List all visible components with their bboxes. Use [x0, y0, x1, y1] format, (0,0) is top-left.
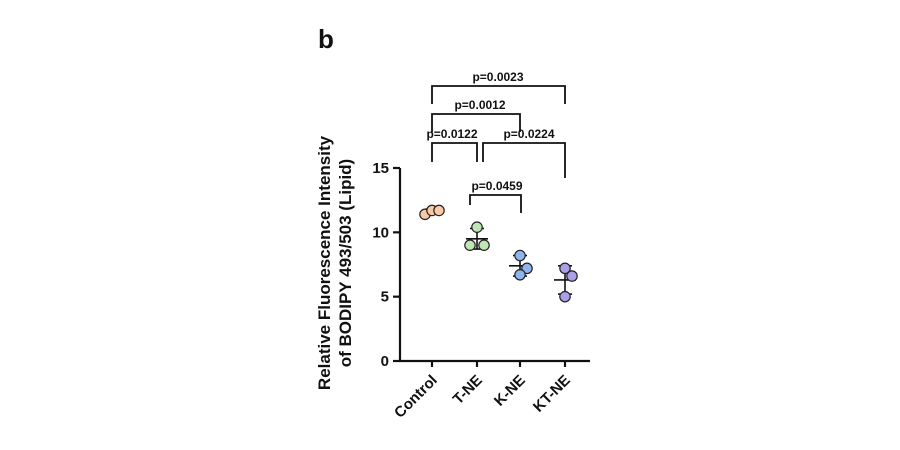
y-ticks: 0 5 10 15 [372, 160, 400, 370]
significance-brackets: p=0.0122 p=0.0459 p=0.0224 p=0.0012 p=0.0023 [426, 70, 566, 213]
data-point [433, 204, 445, 217]
p-value-label: p=0.0122 [426, 127, 477, 141]
x-categories: Control T-NE K-NE KT-NE [391, 361, 574, 422]
significance-bracket [431, 85, 566, 104]
x-tick-label: K-NE [491, 372, 529, 410]
x-tick-label: Control [391, 372, 441, 422]
data-point [514, 268, 526, 281]
y-axis-label-line2: of BODIPY 493/503 (Lipid) [336, 159, 355, 367]
significance-bracket [469, 194, 522, 213]
panel-label: b [318, 24, 334, 54]
p-value-label: p=0.0012 [454, 98, 505, 112]
data-point [566, 270, 578, 282]
data-point [464, 239, 476, 251]
data-point [559, 290, 571, 303]
y-axis-label-line1: Relative Fluorescence Intensity [315, 135, 334, 390]
x-tick-label: KT-NE [530, 372, 574, 416]
data-point [521, 262, 533, 275]
x-tick-label: T-NE [450, 372, 486, 408]
significance-bracket [431, 113, 521, 132]
y-tick-label: 10 [372, 224, 389, 241]
data-point [559, 262, 571, 275]
y-tick-label: 15 [372, 160, 389, 177]
p-value-label: p=0.0459 [471, 179, 522, 193]
significance-bracket [482, 142, 566, 178]
y-tick-label: 5 [381, 289, 389, 306]
data-series [419, 204, 578, 303]
data-point [471, 221, 483, 233]
p-value-label: p=0.0224 [503, 127, 554, 141]
y-tick-label: 0 [381, 353, 389, 370]
data-point [478, 239, 490, 251]
data-point [514, 249, 526, 262]
significance-bracket [431, 142, 478, 162]
p-value-label: p=0.0023 [472, 70, 523, 84]
